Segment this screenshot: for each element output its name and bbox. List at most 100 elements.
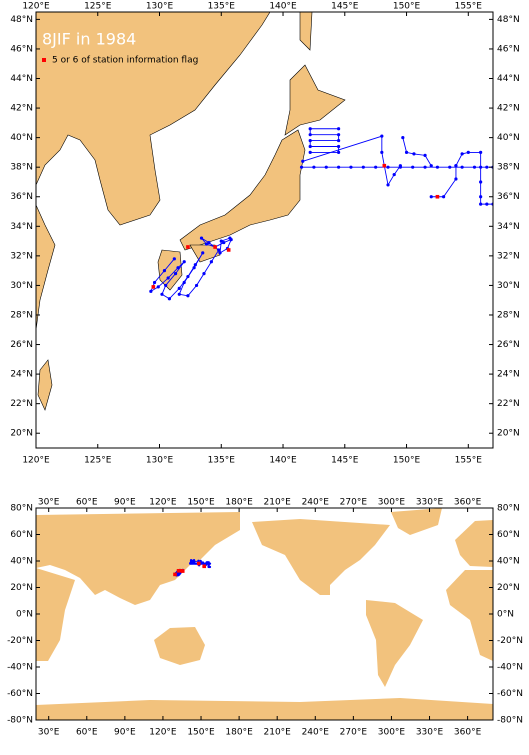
land bbox=[391, 508, 442, 535]
station bbox=[160, 292, 164, 296]
flagged-station bbox=[382, 163, 387, 168]
x-tick-label: 145°E bbox=[331, 2, 359, 12]
y-tick-label: 0°N bbox=[497, 610, 514, 620]
station bbox=[208, 565, 212, 569]
flagged-station bbox=[173, 572, 177, 577]
x-tick-label: 120°E bbox=[22, 2, 50, 12]
x-tick-label: 120°E bbox=[149, 498, 177, 508]
y-tick-label: 34°N bbox=[497, 222, 520, 232]
station bbox=[156, 285, 160, 289]
station-track bbox=[149, 237, 232, 300]
station bbox=[207, 240, 211, 245]
land bbox=[36, 512, 240, 605]
station bbox=[308, 133, 312, 137]
x-tick-label: 135°E bbox=[208, 2, 236, 12]
x-tick-label: 150°E bbox=[187, 728, 215, 738]
land bbox=[36, 204, 56, 331]
flagged-station bbox=[435, 194, 440, 199]
x-tick-label: 180°E bbox=[225, 498, 253, 508]
x-tick-label: 210°E bbox=[264, 728, 292, 738]
station bbox=[194, 283, 199, 288]
station bbox=[222, 240, 226, 245]
station bbox=[199, 236, 204, 240]
y-tick-label: 44°N bbox=[497, 74, 520, 84]
y-tick-label: 26°N bbox=[497, 340, 520, 350]
x-tick-label: 240°E bbox=[302, 498, 330, 508]
station bbox=[380, 150, 384, 155]
y-tick-label: 30°N bbox=[497, 281, 520, 291]
world-map bbox=[36, 508, 493, 720]
land bbox=[36, 568, 75, 661]
station bbox=[308, 144, 312, 149]
y-tick-label: 42°N bbox=[10, 104, 33, 114]
land bbox=[299, 12, 313, 51]
x-tick-label: 130°E bbox=[146, 456, 174, 466]
station bbox=[192, 559, 196, 562]
station bbox=[152, 280, 157, 285]
station bbox=[308, 127, 312, 131]
station-track bbox=[309, 128, 340, 153]
y-tick-label: 40°N bbox=[497, 133, 520, 143]
station bbox=[441, 195, 446, 199]
map-frame bbox=[35, 11, 494, 449]
land bbox=[36, 698, 493, 720]
y-tick-label: 80°N bbox=[10, 504, 33, 514]
y-tick-label: 40°N bbox=[497, 557, 520, 567]
y-tick-label: 80°N bbox=[497, 504, 520, 514]
station bbox=[299, 165, 304, 169]
x-tick-label: 210°E bbox=[264, 498, 292, 508]
y-tick-label: 30°N bbox=[10, 281, 33, 291]
land bbox=[366, 600, 423, 687]
station bbox=[189, 559, 193, 562]
station bbox=[228, 236, 232, 240]
x-tick-label: 130°E bbox=[146, 2, 174, 12]
y-tick-label: 32°N bbox=[497, 251, 520, 261]
y-tick-label: 26°N bbox=[10, 340, 33, 350]
station bbox=[404, 150, 409, 155]
x-tick-label: 150°E bbox=[393, 2, 421, 12]
x-tick-label: 360°E bbox=[454, 728, 482, 738]
station bbox=[454, 164, 458, 168]
station bbox=[202, 562, 205, 565]
station bbox=[479, 195, 483, 199]
station bbox=[479, 180, 483, 184]
station bbox=[361, 165, 365, 169]
land bbox=[37, 359, 53, 411]
station bbox=[392, 172, 396, 177]
y-tick-label: 20°N bbox=[10, 583, 33, 593]
x-tick-label: 155°E bbox=[455, 456, 483, 466]
x-tick-label: 60°E bbox=[76, 728, 98, 738]
station bbox=[380, 134, 384, 138]
station-track bbox=[383, 165, 401, 187]
x-tick-label: 125°E bbox=[84, 456, 112, 466]
station bbox=[301, 159, 305, 163]
land bbox=[179, 129, 306, 251]
x-tick-label: 360°E bbox=[454, 498, 482, 508]
x-tick-label: 155°E bbox=[455, 2, 483, 12]
station bbox=[429, 195, 433, 199]
x-tick-label: 270°E bbox=[340, 728, 368, 738]
station bbox=[172, 257, 176, 261]
flagged-station bbox=[176, 569, 181, 573]
y-tick-label: 40°N bbox=[10, 557, 33, 567]
y-tick-label: -80°N bbox=[7, 716, 33, 726]
station bbox=[435, 165, 440, 169]
station bbox=[218, 251, 222, 255]
station bbox=[186, 274, 190, 279]
y-tick-label: 60°N bbox=[497, 530, 520, 540]
flagged-station bbox=[202, 564, 207, 569]
station bbox=[312, 165, 316, 169]
y-tick-label: 20°N bbox=[10, 429, 33, 439]
station-track bbox=[455, 151, 493, 205]
station bbox=[386, 183, 390, 187]
x-tick-label: 135°E bbox=[208, 456, 236, 466]
y-tick-label: 22°N bbox=[497, 399, 520, 409]
y-tick-label: 60°N bbox=[10, 530, 33, 540]
flagged-station bbox=[186, 245, 190, 249]
x-tick-label: 150°E bbox=[393, 456, 421, 466]
station bbox=[201, 251, 205, 255]
station bbox=[308, 138, 312, 143]
station bbox=[485, 202, 489, 206]
station bbox=[167, 297, 171, 301]
